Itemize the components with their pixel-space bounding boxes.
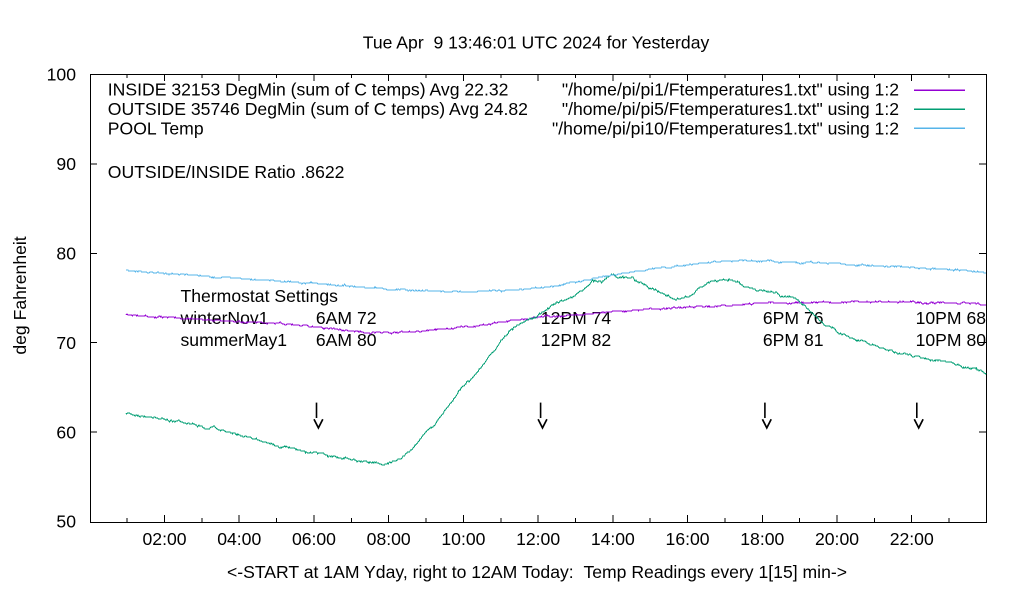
svg-text:50: 50 xyxy=(56,512,76,532)
svg-text:OUTSIDE 35746 DegMin (sum of C: OUTSIDE 35746 DegMin (sum of C temps) Av… xyxy=(108,99,528,119)
svg-text:10PM 68: 10PM 68 xyxy=(916,308,987,328)
svg-text:22:00: 22:00 xyxy=(890,529,934,549)
svg-text:OUTSIDE/INSIDE Ratio .8622: OUTSIDE/INSIDE Ratio .8622 xyxy=(108,162,345,182)
svg-text:6AM 72: 6AM 72 xyxy=(316,308,377,328)
svg-text:16:00: 16:00 xyxy=(666,529,710,549)
svg-text:6PM 81: 6PM 81 xyxy=(763,330,824,350)
svg-text:12PM 74: 12PM 74 xyxy=(541,308,612,328)
svg-text:02:00: 02:00 xyxy=(143,529,187,549)
svg-text:Tue Apr 9 13:46:01 UTC 2024 f: Tue Apr 9 13:46:01 UTC 2024 for Yesterda… xyxy=(363,32,710,52)
svg-text:06:00: 06:00 xyxy=(292,529,336,549)
svg-text:18:00: 18:00 xyxy=(740,529,784,549)
svg-text:80: 80 xyxy=(56,244,76,264)
svg-text:14:00: 14:00 xyxy=(591,529,635,549)
svg-text:12:00: 12:00 xyxy=(516,529,560,549)
svg-text:INSIDE 32153 DegMin (sum of C: INSIDE 32153 DegMin (sum of C temps) Avg… xyxy=(108,80,509,100)
svg-text:10PM 80: 10PM 80 xyxy=(916,330,987,350)
svg-text:20:00: 20:00 xyxy=(815,529,859,549)
svg-text:"/home/pi/pi10/Ftemperatures1.: "/home/pi/pi10/Ftemperatures1.txt" using… xyxy=(552,118,899,138)
svg-text:"/home/pi/pi1/Ftemperatures1.t: "/home/pi/pi1/Ftemperatures1.txt" using … xyxy=(562,80,899,100)
svg-text:12PM 82: 12PM 82 xyxy=(541,330,611,350)
svg-text:04:00: 04:00 xyxy=(217,529,261,549)
svg-text:"/home/pi/pi5/Ftemperatures1.t: "/home/pi/pi5/Ftemperatures1.txt" using … xyxy=(562,99,899,119)
svg-text:6PM 76: 6PM 76 xyxy=(763,308,824,328)
svg-text:10:00: 10:00 xyxy=(441,529,485,549)
svg-text:60: 60 xyxy=(56,422,76,442)
svg-text:08:00: 08:00 xyxy=(367,529,411,549)
svg-text:Thermostat Settings: Thermostat Settings xyxy=(181,286,339,306)
svg-text:deg Fahrenheit: deg Fahrenheit xyxy=(10,236,30,354)
svg-text:POOL Temp: POOL Temp xyxy=(108,118,204,138)
svg-text:winterNov1: winterNov1 xyxy=(180,308,269,328)
svg-text:<-START at 1AM Yday, right to: <-START at 1AM Yday, right to 12AM Today… xyxy=(227,562,847,582)
svg-text:100: 100 xyxy=(47,65,77,85)
svg-text:6AM 80: 6AM 80 xyxy=(316,330,377,350)
svg-text:summerMay1: summerMay1 xyxy=(181,330,288,350)
svg-text:90: 90 xyxy=(56,154,76,174)
svg-text:70: 70 xyxy=(56,333,76,353)
